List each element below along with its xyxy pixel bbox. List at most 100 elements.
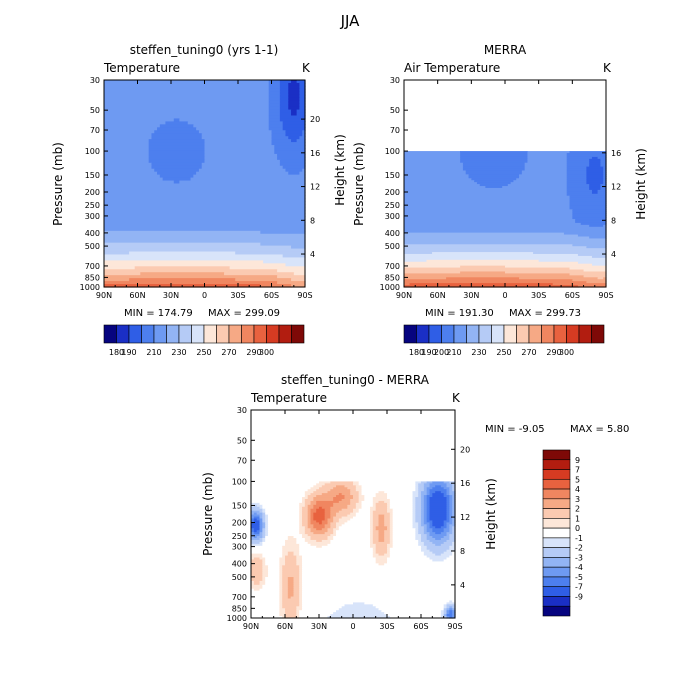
contour-cell xyxy=(282,573,300,576)
contour-cell xyxy=(452,495,456,498)
contour-cell xyxy=(452,526,456,529)
contour-cell xyxy=(389,500,414,504)
contour-cell xyxy=(282,578,289,582)
contour-cell xyxy=(387,504,391,508)
contour-cell xyxy=(302,596,456,600)
contour-cell xyxy=(268,534,303,537)
y-tick-label: 30 xyxy=(90,76,100,85)
contour-cell xyxy=(299,592,303,596)
contour-cell xyxy=(251,571,263,574)
contour-cell xyxy=(148,139,206,143)
contour-cell xyxy=(299,520,303,523)
contour-cell xyxy=(462,168,526,172)
contour-cell xyxy=(173,118,180,122)
contour-cell xyxy=(265,526,269,529)
contour-cell xyxy=(299,584,303,588)
contour-cell xyxy=(449,545,456,549)
contour-cell xyxy=(299,512,303,516)
contour-cell xyxy=(370,514,374,518)
contour-cell xyxy=(387,559,433,563)
contour-cell xyxy=(299,516,303,520)
contour-cell xyxy=(327,518,334,522)
contour-cell xyxy=(104,242,261,247)
y-tick-label: 1000 xyxy=(80,283,100,292)
contour-cell xyxy=(262,543,286,547)
contour-cell xyxy=(603,174,607,177)
contour-cell xyxy=(566,174,587,177)
colorbar-label: 270 xyxy=(221,348,236,357)
colorbar-swatch xyxy=(542,518,571,529)
contour-cell xyxy=(235,251,306,256)
contour-cell xyxy=(290,596,300,600)
contour-cell xyxy=(304,493,312,496)
contour-cell xyxy=(404,265,461,269)
contour-cell xyxy=(338,526,371,529)
contour-cell xyxy=(429,497,448,500)
contour-cell xyxy=(279,80,292,84)
contour-cell xyxy=(327,543,371,547)
contour-cell xyxy=(423,520,428,523)
contour-cell xyxy=(302,522,309,525)
contour-cell xyxy=(355,485,363,488)
contour-cell xyxy=(299,551,374,555)
contour-cell xyxy=(268,575,280,578)
contour-cell xyxy=(319,506,323,510)
contour-cell xyxy=(421,510,425,514)
contour-cell xyxy=(446,532,453,535)
y-tick-label: 70 xyxy=(90,126,100,135)
contour-cell xyxy=(384,538,391,541)
y2-tick-label: 4 xyxy=(310,250,315,259)
contour-cell xyxy=(372,510,388,514)
contour-cell xyxy=(443,481,450,484)
contour-cell xyxy=(324,510,331,514)
contour-cell xyxy=(566,182,587,185)
contour-cell xyxy=(404,226,607,230)
contour-cell xyxy=(293,580,300,584)
contour-cell xyxy=(302,516,309,520)
contour-cell xyxy=(449,530,453,533)
contour-cell xyxy=(288,171,301,176)
contour-cell xyxy=(404,160,461,164)
contour-cell xyxy=(384,539,391,543)
contour-cell xyxy=(452,551,456,555)
contour-cell xyxy=(389,498,414,502)
contour-cell xyxy=(256,536,263,539)
contour-cell xyxy=(282,598,300,602)
y2-tick-label: 12 xyxy=(460,513,470,522)
contour-cell xyxy=(285,263,306,267)
contour-cell xyxy=(259,510,263,514)
contour-cell xyxy=(392,528,416,531)
contour-cell xyxy=(404,209,573,212)
contour-cell xyxy=(104,186,306,191)
contour-cell xyxy=(304,491,314,494)
contour-cell xyxy=(387,528,391,531)
contour-cell xyxy=(404,158,461,162)
contour-cell xyxy=(313,512,326,516)
colorbar-label: 9 xyxy=(575,456,580,465)
contour-cell xyxy=(251,588,255,592)
contour-cell xyxy=(104,263,287,267)
contour-cell xyxy=(104,136,153,140)
contour-cell xyxy=(446,526,450,529)
contour-cell xyxy=(566,166,587,170)
panel-merra-max: MAX = 299.73 xyxy=(509,308,581,319)
contour-cell xyxy=(443,604,448,607)
contour-cell xyxy=(268,526,300,529)
contour-cell xyxy=(316,539,323,543)
x-tick-label: 90S xyxy=(598,291,613,300)
contour-cell xyxy=(104,216,306,220)
contour-cell xyxy=(330,522,337,525)
contour-cell xyxy=(282,569,300,572)
contour-cell xyxy=(262,573,269,576)
y-tick-label: 250 xyxy=(232,532,247,541)
contour-cell xyxy=(404,283,411,286)
contour-cell xyxy=(449,514,453,518)
contour-cell xyxy=(569,207,607,210)
contour-cell xyxy=(372,524,380,527)
contour-cell xyxy=(279,590,283,594)
contour-cell xyxy=(446,498,450,502)
contour-cell xyxy=(378,514,385,518)
contour-cell xyxy=(415,536,422,539)
contour-cell xyxy=(423,508,428,512)
contour-cell xyxy=(251,559,263,563)
